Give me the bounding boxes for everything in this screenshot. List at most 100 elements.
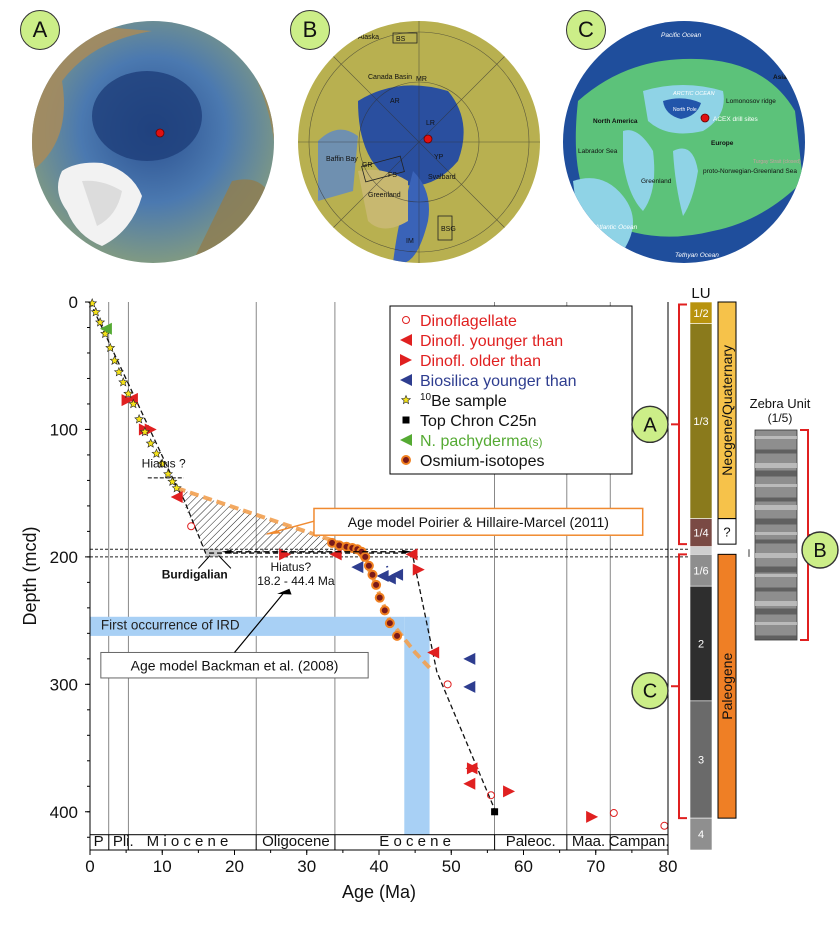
x-tick-label: 50 xyxy=(442,857,461,876)
data-point-triangle-left xyxy=(465,762,478,775)
drill-site-marker xyxy=(155,128,165,138)
map-label: MR xyxy=(416,76,427,83)
drill-site-marker xyxy=(423,134,433,144)
data-point-triangle-left xyxy=(463,777,476,790)
backman-age-model-line xyxy=(89,301,496,810)
data-point-triangle-left xyxy=(99,322,112,335)
zebra-band xyxy=(755,601,797,606)
panel-label-a: A xyxy=(20,10,60,50)
data-point-star xyxy=(163,468,174,479)
epoch-label: E o c e n e xyxy=(379,833,451,850)
map-label: Tethyan Ocean xyxy=(675,252,719,259)
data-point-star xyxy=(157,458,168,469)
data-point-square xyxy=(491,808,499,816)
map-b-arctic-bathymetry: Alaska BS Canada Basin MR AR LR GR FS Ba… xyxy=(298,21,540,263)
lithologic-unit xyxy=(689,700,713,819)
legend-label: 10Be sample xyxy=(420,392,507,410)
lithologic-unit xyxy=(689,323,713,519)
data-point-triangle-right xyxy=(466,762,479,775)
y-tick-label: 0 xyxy=(69,293,78,312)
data-point-os-circle xyxy=(356,546,367,557)
biosilica-dotted-link xyxy=(385,565,391,568)
legend-label: N. pachyderma(s) xyxy=(420,433,543,450)
data-point-triangle-left xyxy=(391,568,404,581)
bracket-badge xyxy=(801,531,839,569)
lithologic-unit xyxy=(689,817,713,851)
legend-marker-triangle-left xyxy=(400,434,412,446)
drill-site-marker xyxy=(700,113,710,123)
zebra-band xyxy=(755,505,797,510)
zebra-band xyxy=(755,470,797,477)
bracket-badge-label: A xyxy=(643,414,657,436)
data-point-star xyxy=(113,366,124,377)
map-label: ACEX drill sites xyxy=(713,116,759,123)
zebra-band xyxy=(755,449,797,454)
map-label: Baffin Bay xyxy=(326,156,358,163)
lithologic-unit xyxy=(689,546,713,555)
legend-label: Dinoflagellate xyxy=(420,313,517,330)
data-point-triangle-left xyxy=(329,548,342,561)
data-point-os-circle xyxy=(341,541,352,552)
zebra-band xyxy=(755,608,797,615)
data-point-star xyxy=(128,398,139,409)
data-point-os-circle xyxy=(352,544,363,555)
legend-label: Osmium-isotopes xyxy=(420,453,544,470)
legend-marker-triangle-right xyxy=(400,354,412,366)
x-tick-label: 10 xyxy=(153,857,172,876)
map-label: Lomonosov ridge xyxy=(726,98,776,105)
data-point-star xyxy=(87,297,98,308)
data-point-star xyxy=(145,438,156,448)
y-tick-label: 300 xyxy=(50,675,78,694)
map-label: Turgay Strait (closed) xyxy=(753,159,801,165)
data-point-star xyxy=(105,342,116,353)
lithologic-unit-label: 3 xyxy=(698,755,704,767)
zebra-band xyxy=(755,484,797,487)
map-label: proto-Norwegian-Greenland Sea xyxy=(703,168,797,175)
data-point-triangle-left xyxy=(351,561,364,574)
poirier-age-model-line xyxy=(176,486,432,670)
legend-marker-triangle-left xyxy=(400,334,412,346)
y-tick-label: 200 xyxy=(50,548,78,567)
period-label: Paleogene xyxy=(719,653,735,720)
epoch-label: Oligocene xyxy=(262,833,330,850)
data-point-star xyxy=(90,306,101,317)
legend-label: Dinofl. older than xyxy=(420,353,541,370)
x-tick-label: 30 xyxy=(297,857,316,876)
data-point-star xyxy=(118,376,129,387)
data-point-os-circle xyxy=(371,579,382,590)
lithologic-unit-label: 4 xyxy=(698,829,704,841)
legend-marker-star xyxy=(400,394,412,405)
x-tick-label: 70 xyxy=(586,857,605,876)
data-point-os-circle xyxy=(384,618,395,629)
poirier-pointer-head xyxy=(264,530,282,535)
map-label: proto-Atlantic Ocean xyxy=(577,224,638,231)
legend-label: Biosilica younger than xyxy=(420,373,577,390)
data-point-open-circle xyxy=(486,791,495,800)
hiatus-1-label: Hiatus ? xyxy=(142,457,186,471)
map-label: Alaska xyxy=(358,34,379,41)
data-point-os-circle xyxy=(392,630,403,641)
period-bar xyxy=(717,553,737,819)
y-tick-label: 100 xyxy=(50,420,78,439)
data-point-triangle-left xyxy=(376,570,389,582)
data-point-star xyxy=(171,482,182,493)
zebra-band xyxy=(755,587,797,592)
data-point-triangle-right xyxy=(503,785,516,798)
epoch-label: Paleoc. xyxy=(506,833,556,850)
zebra-core-photo xyxy=(754,429,798,641)
data-point-os-circle xyxy=(367,569,378,580)
burdigalian-bar xyxy=(205,549,222,557)
zebra-band xyxy=(755,532,797,535)
epoch-label: M i o c e n e xyxy=(147,833,229,850)
period-bar xyxy=(717,301,737,520)
data-point-open-circle xyxy=(187,522,196,531)
map-label: GR xyxy=(362,162,373,169)
map-label: Svalbard xyxy=(428,174,456,181)
map-label: Asia xyxy=(773,74,787,81)
zebra-band xyxy=(755,566,797,573)
map-label: BSG xyxy=(441,226,456,233)
period-label: ? xyxy=(723,524,730,539)
map-label: YP xyxy=(434,154,444,161)
backman-pointer xyxy=(234,590,286,653)
map-label: IM xyxy=(406,238,414,245)
